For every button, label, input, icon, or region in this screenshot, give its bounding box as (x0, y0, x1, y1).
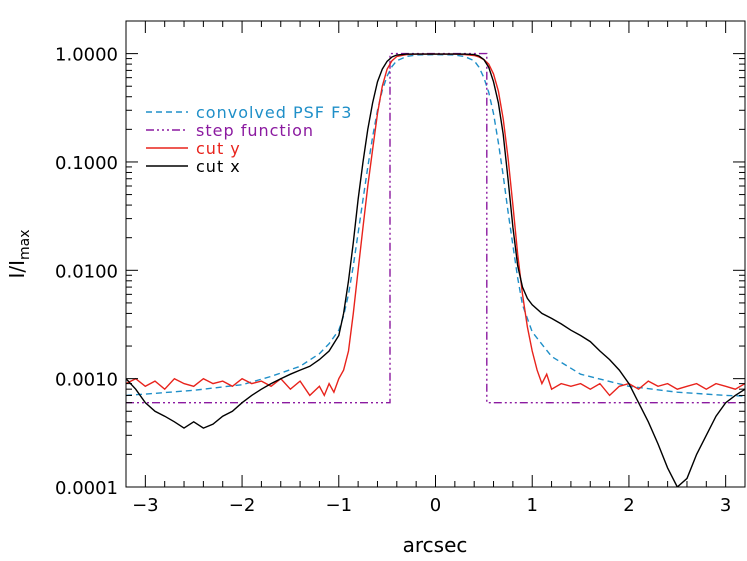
y-tick-label: 0.0001 (55, 478, 118, 499)
x-tick-label: 0 (430, 495, 441, 516)
y-tick-label: 0.0100 (55, 261, 118, 282)
x-tick-label: −3 (132, 495, 159, 516)
x-tick-label: 2 (623, 495, 634, 516)
y-tick-label: 0.1000 (55, 153, 118, 174)
x-tick-label: −2 (229, 495, 256, 516)
series-line-cut-x (126, 53, 745, 487)
svg-text:I/Imax: I/Imax (5, 229, 33, 278)
series-line-convolved-psf-f3 (126, 53, 745, 397)
y-tick-label: 0.0010 (55, 370, 118, 391)
legend-label-convolved-psf-f3: convolved PSF F3 (196, 103, 352, 122)
x-tick-label: 3 (720, 495, 731, 516)
y-tick-label: 1.0000 (55, 45, 118, 66)
series-layer (126, 52, 745, 487)
legend-label-cut-x: cut x (196, 157, 241, 176)
y-axis-title-group: I/Imax (5, 229, 33, 278)
legend-label-cut-y: cut y (196, 139, 241, 158)
x-tick-label: −1 (326, 495, 353, 516)
ticks-layer: −3 −2 −1 0 1 2 3 0.0001 0.0010 0.0100 0.1000 1.0000 (55, 20, 746, 516)
legend-label-step-function: step function (196, 121, 314, 140)
y-axis-title: I/I (5, 260, 29, 279)
y-axis-title-subscript: max (17, 229, 33, 260)
plot-frame (125, 20, 746, 488)
x-tick-label: 1 (526, 495, 537, 516)
x-axis-title: arcsec (403, 533, 468, 557)
